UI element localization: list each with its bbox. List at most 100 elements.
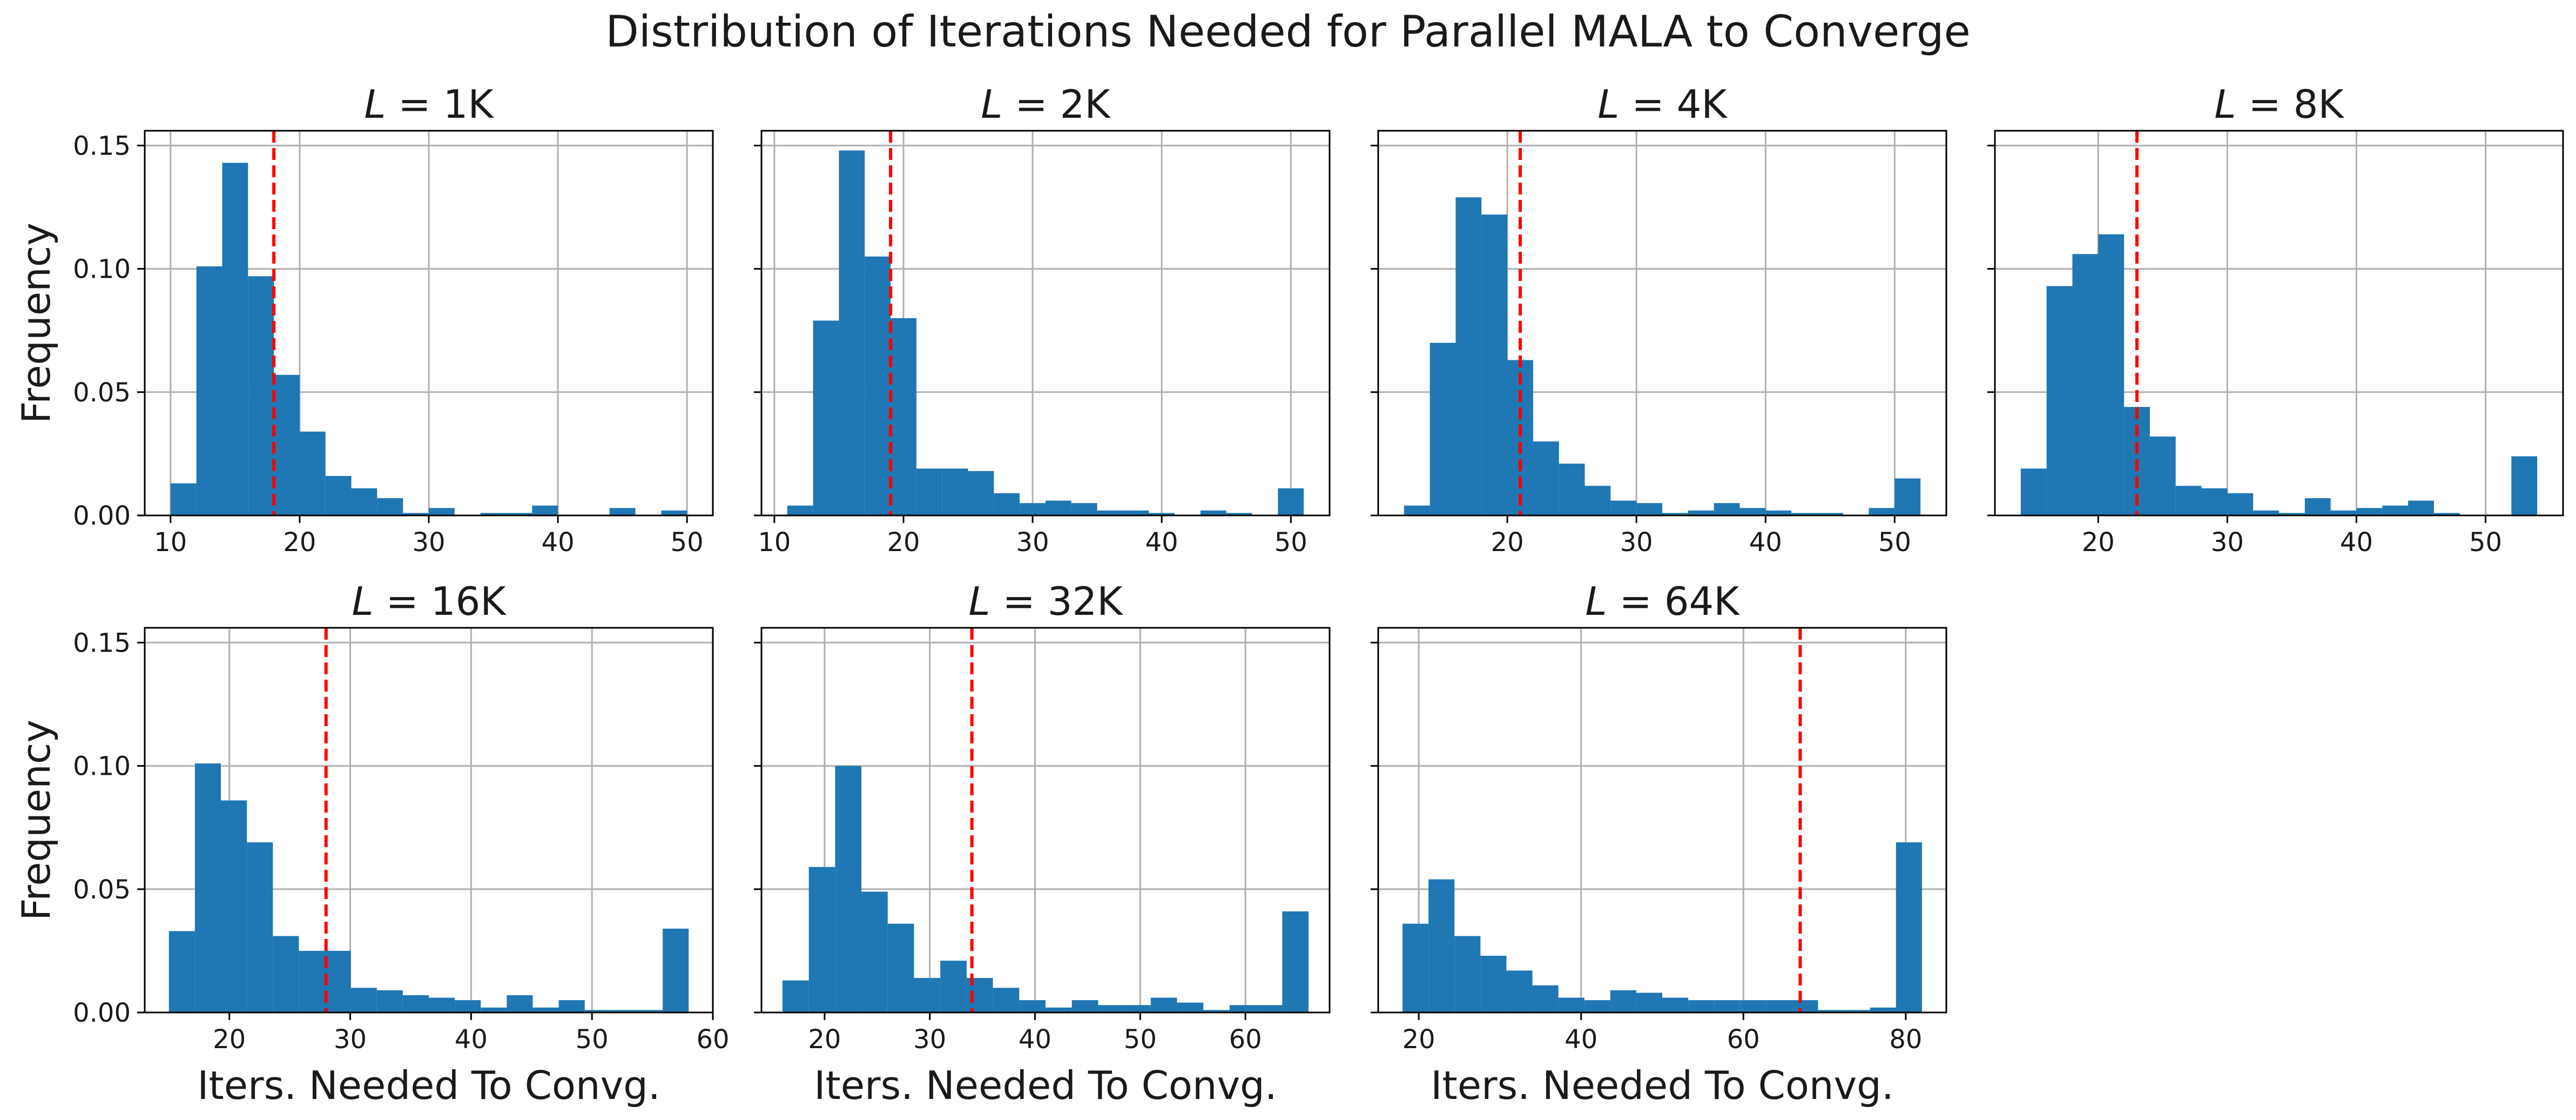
histogram-bar <box>661 510 687 515</box>
x-tick-label: 40 <box>542 527 575 558</box>
histogram-bar <box>1278 488 1304 515</box>
histogram-bar <box>861 891 888 1012</box>
panel-title: L = 2K <box>981 82 1111 127</box>
panel-title-equals: = <box>374 579 431 624</box>
x-tick-label: 40 <box>1565 1024 1597 1055</box>
histogram-panel-4: 20 30 40 50 L = 8K <box>1987 82 2564 558</box>
x-tick-label: 50 <box>1878 527 1911 558</box>
histogram-bar <box>1229 1005 1256 1012</box>
histogram-bar <box>481 1007 507 1012</box>
histogram-bar <box>2356 508 2383 515</box>
histogram-bar <box>1226 513 1252 515</box>
histogram-bar <box>247 842 273 1012</box>
y-axis-label: Frequency <box>14 720 59 921</box>
histogram-bar <box>1584 1000 1610 1012</box>
x-axis-label: Iters. Needed To Convg. <box>814 1063 1277 1108</box>
y-tick-label: 0.00 <box>73 998 131 1028</box>
histogram-panel-1: 10 20 30 40 50 0.00 0.05 0.10 0.15 L = 1K Frequenc… <box>14 82 714 558</box>
panel-title-equals: = <box>1619 82 1676 127</box>
histogram-bar <box>1507 360 1533 515</box>
x-tick-label: 20 <box>887 527 920 558</box>
y-tick-label: 0.05 <box>73 875 131 905</box>
histogram-bar <box>2020 468 2047 515</box>
histogram-bar <box>506 513 532 515</box>
x-tick-label: 20 <box>808 1024 841 1055</box>
histogram-bar <box>1584 486 1611 515</box>
histogram-bar <box>2408 500 2434 515</box>
panel-title-variable: L <box>2214 82 2236 127</box>
histogram-bar <box>1149 513 1175 515</box>
x-tick-label: 10 <box>758 527 791 558</box>
histogram-bar <box>968 471 994 515</box>
histogram-bar <box>1402 923 1429 1012</box>
histogram-bar <box>916 468 942 515</box>
histogram-bar <box>455 1000 481 1012</box>
histogram-bar <box>2046 286 2073 515</box>
histogram-bar <box>1894 478 1921 515</box>
histogram-bar <box>1097 510 1123 515</box>
histogram-bar <box>402 995 429 1012</box>
panel-title-equals: = <box>1002 82 1060 127</box>
panel-title-variable: L <box>364 82 386 127</box>
histogram-bar <box>222 163 248 515</box>
histogram-bar <box>782 980 809 1012</box>
histogram-bar <box>787 505 813 515</box>
x-tick-label: 20 <box>213 1024 246 1055</box>
histogram-bar <box>170 483 197 515</box>
x-tick-label: 30 <box>913 1024 946 1055</box>
histogram-bar <box>1203 1010 1230 1012</box>
histogram-bar <box>2382 505 2409 515</box>
y-tick-label: 0.10 <box>73 752 131 782</box>
histogram-bar <box>1688 1000 1715 1012</box>
histogram-bar <box>1870 1007 1896 1012</box>
histogram-bar <box>1791 513 1817 515</box>
histogram-bar <box>584 1010 611 1012</box>
histogram-bar <box>1662 997 1689 1012</box>
histogram-bar <box>2433 513 2460 515</box>
y-tick-label: 0.15 <box>73 131 131 161</box>
panel-title-equals: = <box>386 82 443 127</box>
histogram-bar <box>2175 486 2202 515</box>
histogram-bar <box>1844 1010 1870 1012</box>
panel-title-value: 1K <box>443 82 495 127</box>
histogram-bar <box>1177 1002 1204 1012</box>
histogram-bar <box>1869 508 1895 515</box>
histogram-bar <box>194 763 221 1012</box>
x-tick-label: 40 <box>1145 527 1178 558</box>
axes-frame <box>1994 130 2564 517</box>
histogram-bar <box>1404 505 1430 515</box>
histogram-bar <box>808 867 835 1012</box>
histogram-bar <box>891 318 916 515</box>
histogram-bar <box>887 923 914 1012</box>
x-tick-label: 50 <box>2469 527 2502 558</box>
histogram-bar <box>1714 1000 1741 1012</box>
x-tick-label: 50 <box>1274 527 1307 558</box>
histogram-bar <box>532 505 558 515</box>
histogram-bar <box>1480 956 1507 1012</box>
histogram-bar <box>1481 214 1508 516</box>
histogram-bar <box>221 800 247 1012</box>
x-tick-label: 20 <box>1491 527 1524 558</box>
histogram-panel-7: 20 40 60 80 L = 64K Iters. Needed To Convg. <box>1371 579 1947 1108</box>
x-tick-label: 20 <box>2082 527 2115 558</box>
histogram-bar <box>350 988 377 1012</box>
x-tick-label: 60 <box>1229 1024 1262 1055</box>
histogram-bar <box>1636 992 1662 1012</box>
histogram-bar <box>663 928 689 1012</box>
histogram-bar <box>168 931 195 1012</box>
histogram-bar <box>2072 254 2099 515</box>
histogram-bar <box>2511 456 2538 515</box>
histogram-bar <box>480 513 507 515</box>
x-tick-label: 50 <box>671 527 704 558</box>
histogram-bar <box>2279 513 2305 515</box>
x-tick-label: 30 <box>412 527 445 558</box>
histogram-bar <box>993 988 1020 1012</box>
histogram-bar <box>1019 1000 1046 1012</box>
histogram-bar <box>1792 1000 1818 1012</box>
x-tick-label: 40 <box>1019 1024 1051 1055</box>
x-tick-label: 30 <box>2211 527 2244 558</box>
histogram-bar <box>1506 970 1533 1012</box>
histogram-bar <box>1636 503 1662 515</box>
histogram-bar <box>1124 1005 1151 1012</box>
histogram-bar <box>273 936 299 1012</box>
